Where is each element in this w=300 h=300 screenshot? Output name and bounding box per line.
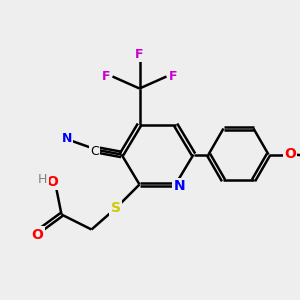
Text: H: H [38, 172, 48, 186]
Text: O: O [46, 175, 58, 188]
Text: N: N [61, 132, 72, 145]
Text: C: C [90, 145, 99, 158]
Text: O: O [284, 148, 296, 161]
Text: S: S [110, 202, 121, 215]
Text: F: F [102, 70, 110, 83]
Text: F: F [135, 48, 144, 61]
Text: N: N [173, 179, 185, 193]
Text: O: O [32, 228, 44, 242]
Text: F: F [169, 70, 177, 83]
